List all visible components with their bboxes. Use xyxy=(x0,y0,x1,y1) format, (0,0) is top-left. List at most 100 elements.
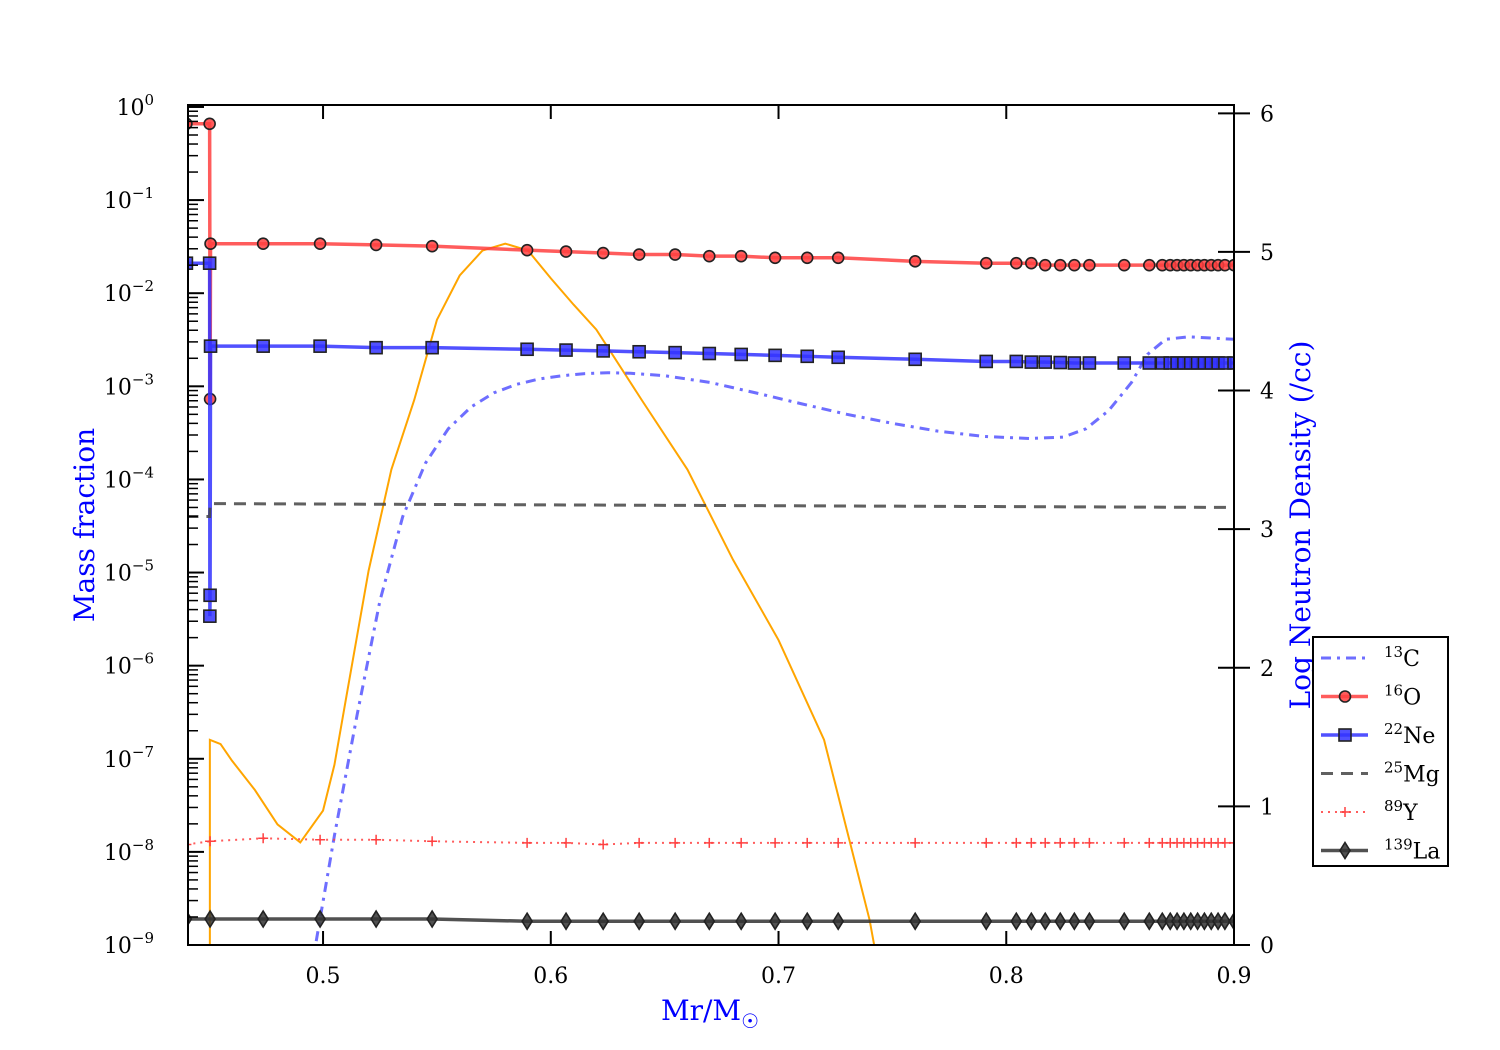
y-tick-exponent: −5 xyxy=(132,557,154,575)
series-16o-marker xyxy=(1227,258,1234,272)
series-139la-marker xyxy=(735,911,748,931)
series-16o-marker xyxy=(313,237,327,251)
series-22ne-marker xyxy=(1053,355,1068,370)
legend-label-mass: 25 xyxy=(1384,759,1403,777)
series-22ne-marker xyxy=(668,345,682,360)
series-16o-marker xyxy=(520,243,534,257)
series-22ne-marker xyxy=(369,340,383,355)
series-22ne-marker xyxy=(734,347,748,362)
series-139la-marker xyxy=(314,909,327,929)
y-tick-label: 10−8 xyxy=(104,836,154,866)
x-tick-label: 0.5 xyxy=(306,964,341,989)
series-139la-marker xyxy=(801,911,814,931)
y-tick-exponent: −3 xyxy=(132,370,154,388)
y-right-tick-label: 1 xyxy=(1260,795,1274,820)
series-139la-marker xyxy=(426,909,439,929)
legend-label-element: La xyxy=(1413,840,1441,865)
plot-area xyxy=(188,117,1234,945)
series-139la-marker xyxy=(188,912,193,927)
y-tick-base: 10 xyxy=(104,189,132,214)
y-tick-base: 10 xyxy=(104,468,132,493)
series-16o-marker xyxy=(668,248,682,261)
legend-marker-16o xyxy=(1338,690,1352,703)
series-22ne-marker xyxy=(1038,355,1053,369)
series-22ne-marker xyxy=(1142,356,1157,370)
y-tick-base: 10 xyxy=(104,934,132,959)
series-139la-marker xyxy=(204,909,217,929)
series-22ne-marker xyxy=(800,349,815,364)
series-89y-marker xyxy=(802,837,813,848)
series-22ne-marker xyxy=(908,352,922,367)
series-139la-marker xyxy=(1054,911,1067,931)
y-tick-label: 10−9 xyxy=(104,929,154,959)
series-89y-marker xyxy=(736,837,747,848)
series-139la-marker xyxy=(980,911,993,931)
legend-label-element: Mg xyxy=(1403,763,1440,788)
series-16o-marker xyxy=(425,239,439,253)
series-16o-marker xyxy=(1068,258,1081,272)
series-139la-marker xyxy=(597,911,610,931)
series-22ne-marker xyxy=(1117,356,1132,370)
y-right-tick-label: 5 xyxy=(1260,241,1274,266)
y-tick-exponent: −6 xyxy=(132,650,154,668)
series-22ne-marker xyxy=(1024,355,1039,369)
series-139la-marker xyxy=(560,911,572,931)
series-89y-marker xyxy=(598,839,609,850)
series-89y-marker xyxy=(371,834,382,845)
series-89y-marker xyxy=(1011,837,1022,848)
x-axis-label: Mr/M☉ xyxy=(661,994,759,1033)
series-22ne-marker xyxy=(1067,356,1082,370)
series-22ne-marker xyxy=(702,346,717,361)
series-16o-marker xyxy=(596,246,610,260)
series-22ne-marker xyxy=(559,343,573,357)
y-tick-label: 10−6 xyxy=(104,650,154,680)
y-tick-base: 10 xyxy=(104,375,132,400)
series-139la-marker xyxy=(257,909,270,929)
neutron-density-line xyxy=(208,242,876,945)
series-139la-marker xyxy=(832,911,845,931)
series-22ne-line xyxy=(188,261,1234,617)
legend-label-element: Y xyxy=(1402,801,1418,826)
series-16o-marker xyxy=(1025,256,1038,270)
y-right-tick-label: 4 xyxy=(1260,380,1274,405)
y-tick-base: 10 xyxy=(104,841,132,866)
series-89y-marker xyxy=(315,834,326,845)
series-16o-marker xyxy=(256,237,270,251)
series-89y-marker xyxy=(833,837,844,848)
y-tick-base: 10 xyxy=(104,562,132,587)
series-89y-marker xyxy=(1144,837,1155,848)
series-89y-marker xyxy=(1119,837,1130,848)
series-139la-marker xyxy=(1083,911,1096,931)
legend-label-89y: 89Y xyxy=(1384,797,1418,826)
y-right-tick-label: 2 xyxy=(1260,657,1274,682)
series-16o-marker xyxy=(204,237,217,251)
series-22ne-marker xyxy=(768,348,782,363)
series-139la-marker xyxy=(1068,911,1081,931)
series-22ne-marker xyxy=(203,609,217,623)
legend-label-16o: 16O xyxy=(1384,682,1421,711)
y-tick-exponent: −2 xyxy=(132,277,154,295)
series-22ne-marker xyxy=(203,339,218,353)
series-16o-marker xyxy=(632,248,646,261)
series-139la-marker xyxy=(1010,911,1023,931)
series-22ne-marker xyxy=(979,354,994,369)
legend-marker-139la xyxy=(1339,840,1351,861)
series-139la-marker xyxy=(1025,911,1038,931)
y-tick-label: 10−3 xyxy=(104,370,154,400)
series-89y-marker xyxy=(1229,837,1234,848)
x-tick-label: 0.6 xyxy=(533,964,568,989)
y-tick-label: 10−5 xyxy=(104,557,154,587)
series-22ne-marker xyxy=(1082,356,1097,370)
legend-marker-89y xyxy=(1340,807,1350,817)
series-22ne-marker xyxy=(203,588,217,603)
series-22ne-marker xyxy=(596,344,610,358)
series-16o-marker xyxy=(1142,258,1156,272)
series-16o-marker xyxy=(831,251,845,265)
axis-ticks: 0.5 0.6 0.7 0.8 0.910010−110−210−310−410−510… xyxy=(104,91,1274,989)
series-139la-marker xyxy=(1143,911,1156,931)
series-16o-marker xyxy=(1009,256,1023,270)
series-139la-marker xyxy=(1218,911,1231,931)
series-22ne-marker xyxy=(202,256,217,270)
series-16o-marker xyxy=(800,251,814,265)
